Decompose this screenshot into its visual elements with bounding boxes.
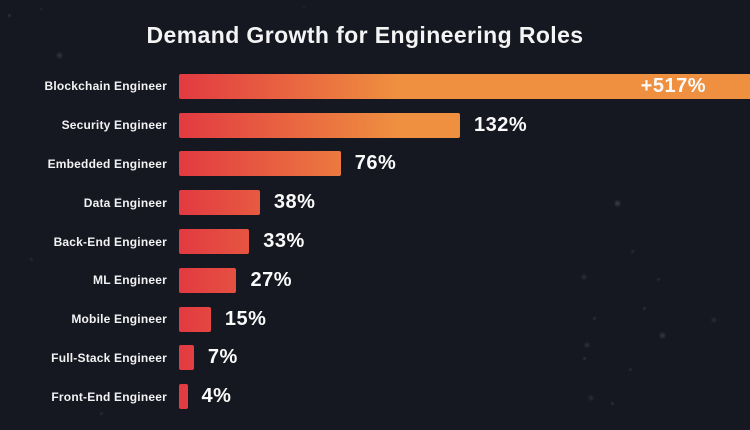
bar-track: 27% [179,261,750,300]
category-label: Data Engineer [83,195,167,210]
bar [179,384,188,410]
bar-track: 38% [179,183,750,222]
chart-row: Security Engineer 132% [0,106,750,145]
chart-row: Full-Stack Engineer 7% [0,339,750,378]
value-label: 7% [207,346,238,369]
star-dot [57,53,62,58]
chart-row: Mobile Engineer 15% [0,300,750,339]
value-label: 132% [474,113,528,136]
bar-track: 7% [179,339,750,378]
chart-title: Demand Growth for Engineering Roles [146,22,584,48]
bar-track: 132% [179,106,750,145]
star-dot [40,8,42,10]
bar-track: 33% [179,222,750,261]
star-dot [8,14,11,17]
bar [179,345,194,371]
category-label: Front-End Engineer [51,389,167,404]
category-label: Embedded Engineer [47,156,167,171]
bar: +517% [179,73,750,99]
chart-row: Front-End Engineer 4% [0,377,750,416]
bar-track: +517% [179,67,750,106]
value-label: 38% [273,191,316,214]
value-label: +517% [640,74,706,97]
bar [179,306,211,332]
value-label: 33% [263,230,305,253]
bar [179,151,341,177]
chart-row: Data Engineer 38% [0,183,750,222]
chart-row: Embedded Engineer 76% [0,145,750,184]
category-label: Blockchain Engineer [44,79,167,94]
value-label: 76% [354,152,397,175]
bar [179,112,461,138]
chart-row: Blockchain Engineer +517% [0,67,750,106]
category-label: Mobile Engineer [71,312,167,327]
value-label: 15% [224,307,267,330]
bar-track: 76% [179,145,750,184]
category-label: Back-End Engineer [53,234,167,249]
chart-row: Back-End Engineer 33% [0,222,750,261]
bar-track: 15% [179,300,750,339]
category-label: ML Engineer [93,273,167,288]
category-label: Security Engineer [61,118,167,133]
value-label: 4% [201,385,232,408]
bar [179,229,250,255]
bar [179,267,237,293]
chart-row: ML Engineer 27% [0,261,750,300]
bar-chart: Blockchain Engineer +517% Security Enginee… [0,67,750,416]
bar [179,190,260,216]
category-label: Full-Stack Engineer [51,350,167,365]
star-dot [303,6,305,8]
value-label: 27% [250,268,292,291]
bar-track: 4% [179,377,750,416]
